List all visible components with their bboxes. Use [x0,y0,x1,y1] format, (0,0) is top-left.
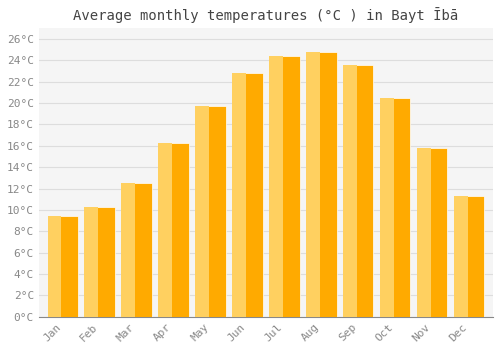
Bar [343,64,374,317]
Bar [380,98,394,317]
Bar [196,106,209,317]
Bar [306,52,320,317]
Bar [158,142,188,317]
Bar [417,148,448,317]
Bar [380,98,410,317]
Bar [270,56,283,317]
Bar [48,216,78,317]
Bar [48,216,61,317]
Bar [417,148,430,317]
Bar [196,106,226,317]
Title: Average monthly temperatures (°C ) in Bayt Ībā: Average monthly temperatures (°C ) in Ba… [74,7,458,23]
Bar [122,183,152,317]
Bar [270,56,300,317]
Bar [454,196,468,317]
Bar [232,73,246,317]
Bar [84,207,98,317]
Bar [306,52,336,317]
Bar [232,73,262,317]
Bar [454,196,484,317]
Bar [343,64,357,317]
Bar [122,183,135,317]
Bar [158,142,172,317]
Bar [84,207,115,317]
